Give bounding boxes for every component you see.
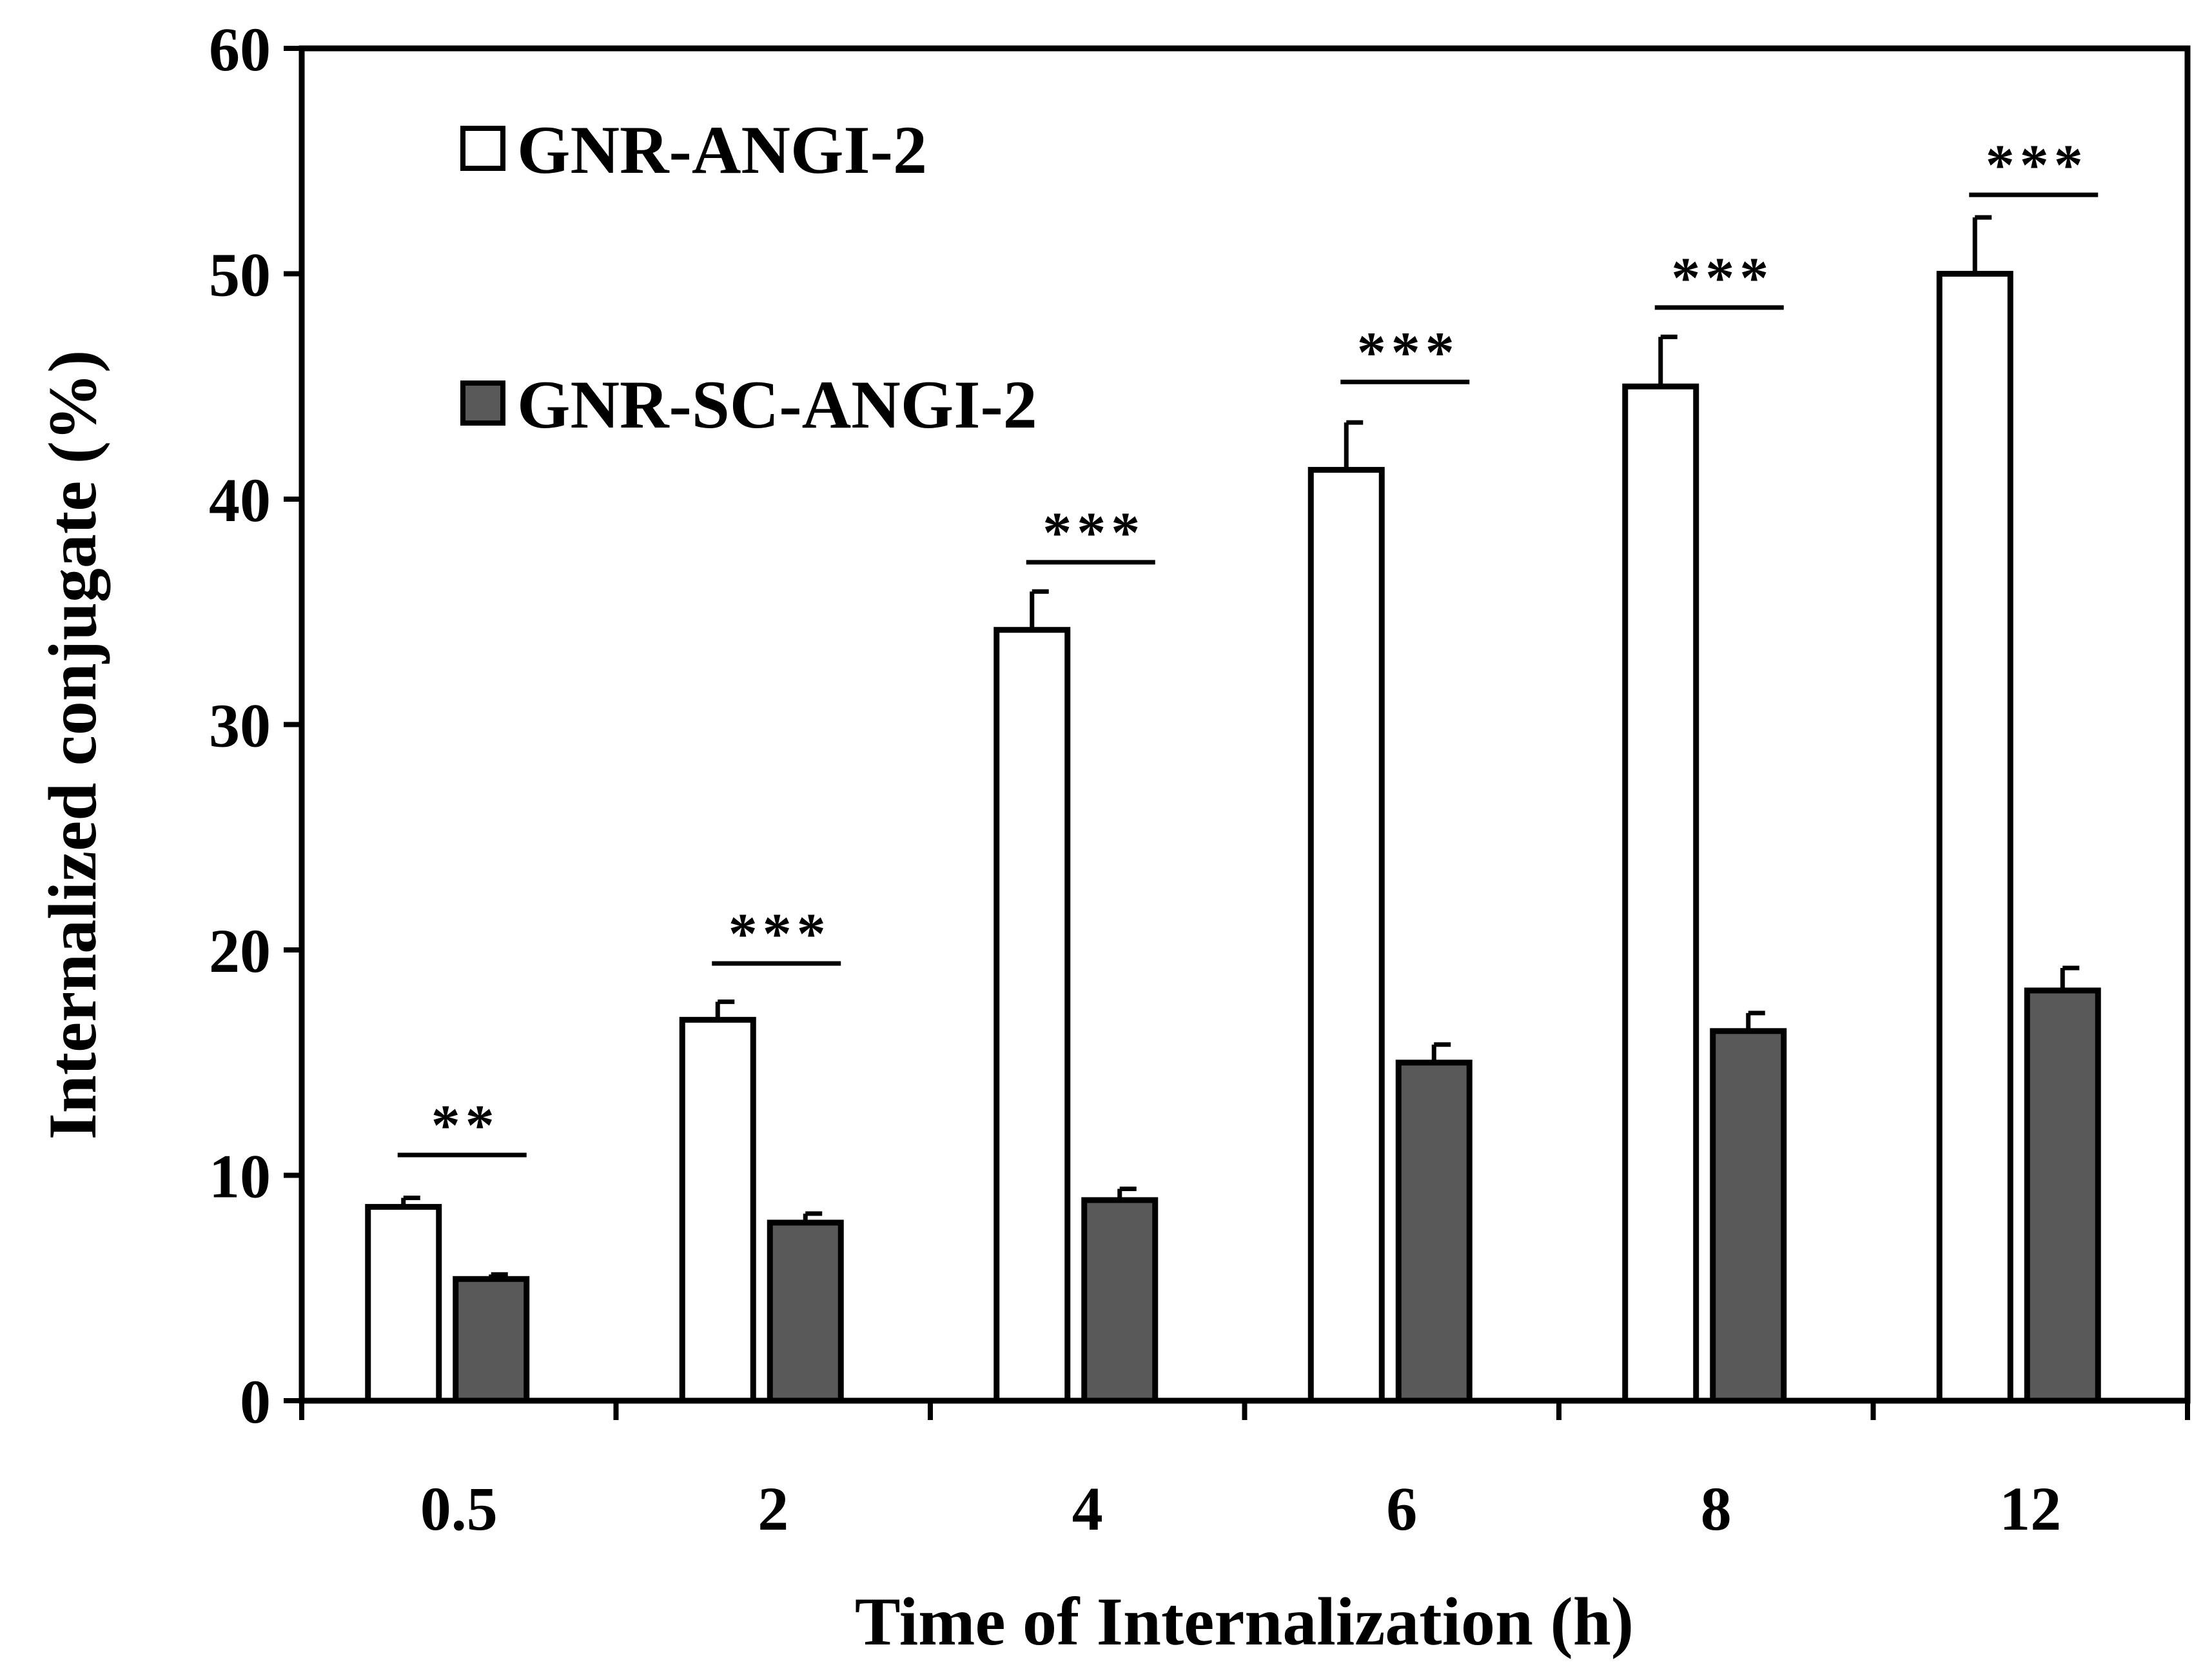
y-tick-label: 60 [209,15,271,84]
x-tick-label: 2 [758,1474,788,1543]
y-tick-label: 30 [209,691,271,760]
legend-swatch-gnr-sc-angi-2 [460,380,505,426]
bar-gnr-sc-angi-2 [1395,1060,1473,1404]
y-tick-label: 10 [209,1142,271,1211]
significance-stars: *** [729,902,831,966]
x-tick-label: 8 [1701,1474,1732,1543]
y-tick-label: 20 [209,916,271,985]
x-tick-label: 12 [1999,1474,2061,1543]
significance-stars: *** [1671,246,1774,310]
significance-stars: *** [1986,133,2088,197]
legend: GNR-ANGI-2 GNR-SC-ANGI-2 [460,112,1037,442]
bar-gnr-angi-2 [993,627,1071,1404]
significance-markers: ***************** [397,133,2099,1158]
y-axis: 0 10 20 30 40 50 60 [209,15,302,1436]
bar-gnr-angi-2 [679,1016,756,1404]
bar-gnr-angi-2 [365,1203,442,1404]
bar-gnr-angi-2 [1622,383,1699,1404]
y-tick-label: 0 [240,1367,271,1436]
bar-gnr-angi-2 [1307,467,1385,1404]
plot-border [299,45,2191,1404]
x-tick-label: 0.5 [420,1474,498,1543]
legend-swatch-gnr-angi-2 [460,126,505,171]
plot-frame [299,45,2191,1404]
y-axis-title: Internalized conjugate (%) [35,350,110,1140]
bar-gnr-sc-angi-2 [1710,1028,1787,1404]
y-tick-label: 50 [209,241,271,310]
significance-stars: *** [1042,501,1145,565]
significance-stars: *** [1357,321,1460,384]
bar-gnr-sc-angi-2 [453,1276,530,1404]
bar-gnr-sc-angi-2 [1081,1197,1159,1404]
legend-label: GNR-ANGI-2 [517,112,927,188]
x-axis: 0.5 2 4 6 8 12 [299,1401,2190,1543]
x-axis-title: Time of Internalization (h) [855,1584,1634,1659]
significance-stars: ** [431,1094,500,1158]
x-tick-label: 6 [1386,1474,1417,1543]
bar-gnr-sc-angi-2 [2024,987,2101,1404]
bar-gnr-sc-angi-2 [767,1219,844,1404]
y-tick-label: 40 [209,466,271,535]
bar-gnr-angi-2 [1936,271,2013,1404]
x-tick-label: 4 [1072,1474,1103,1543]
legend-label: GNR-SC-ANGI-2 [517,367,1037,442]
